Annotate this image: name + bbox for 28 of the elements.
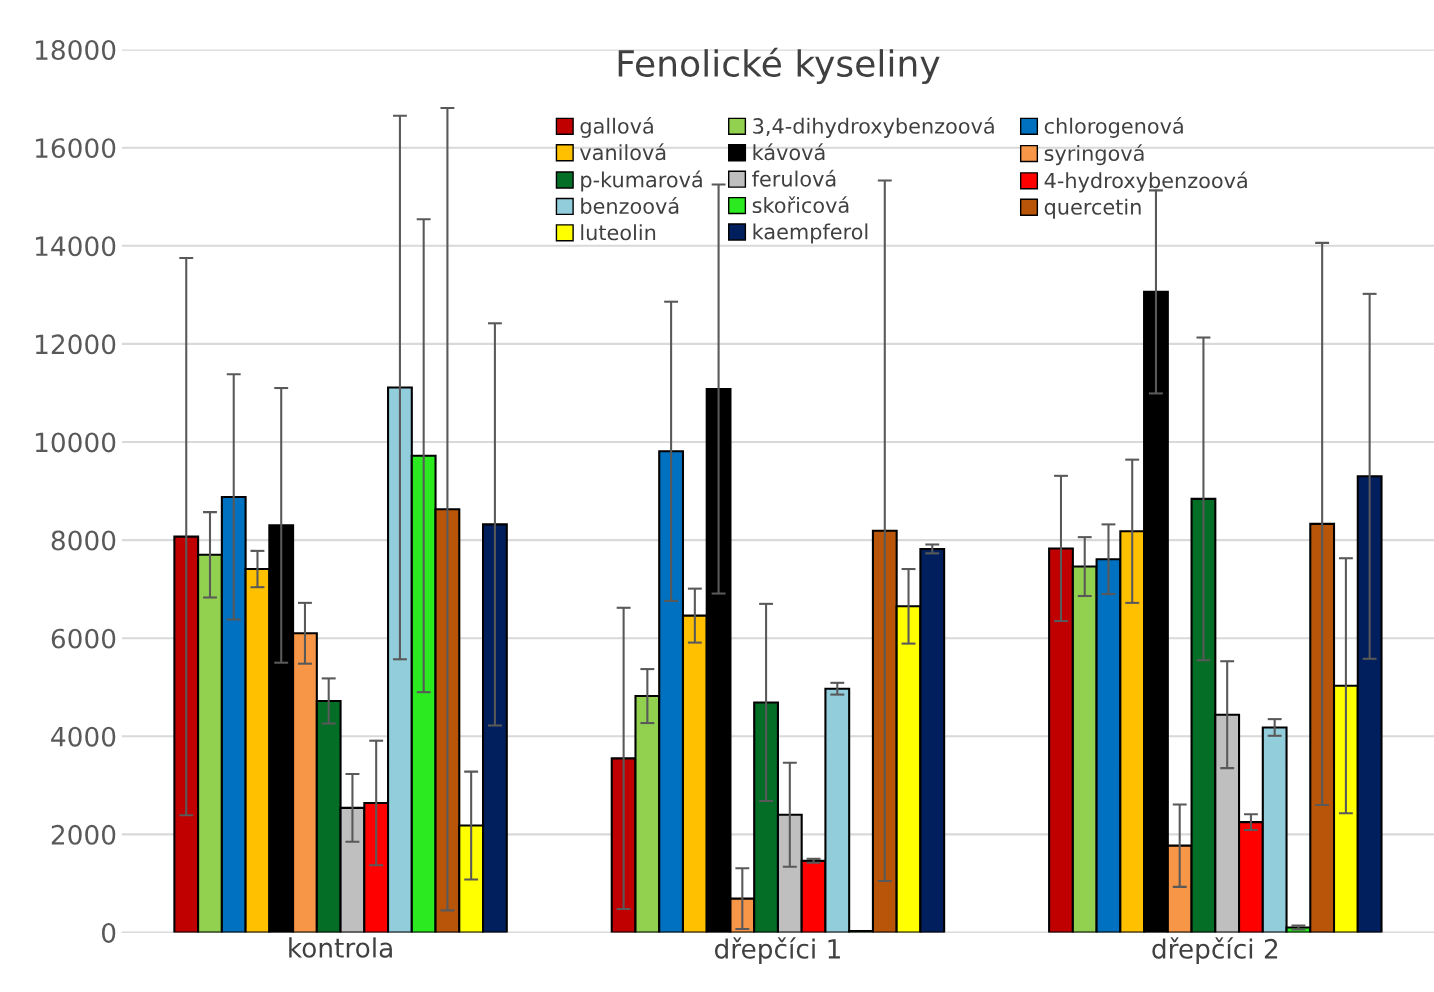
y-tick-label: 8000 [51,530,116,551]
legend-label: vanilová [579,143,666,161]
legend-label: 3,4-dihydroxybenzoová [753,116,994,138]
legend-label: ferulová [752,169,836,187]
y-tick-label: 6000 [51,628,116,649]
x-tick-label: dřepčíci 2 [1152,937,1278,964]
x-tick-label: kontrola [289,937,392,958]
legend-label: luteolin [581,224,656,241]
legend-label: skořicová [752,196,849,214]
legend-label: syringová [1044,144,1144,166]
y-tick-label: 16000 [35,138,116,159]
y-tick-label: 0 [101,922,116,943]
x-tick-label: dřepčíci 1 [714,937,840,964]
legend-label: gallová [580,116,653,138]
legend-label: benzoová [581,196,679,214]
y-tick-label: 12000 [35,334,116,355]
legend-label: 4-hydroxybenzoová [1044,171,1247,193]
legend-label: kávová [753,143,825,161]
legend-label: chlorogenová [1044,116,1183,138]
chart-title: Fenolické kyseliny [618,47,940,85]
legend-label: quercetin [1044,198,1141,219]
legend-label: kaempferol [753,223,868,244]
y-tick-label: 14000 [35,236,116,257]
legend-label: p-kumarová [581,170,702,192]
y-tick-label: 4000 [51,726,116,747]
y-tick-label: 18000 [35,40,116,60]
y-tick-label: 10000 [35,432,116,453]
y-tick-label: 2000 [51,824,116,845]
